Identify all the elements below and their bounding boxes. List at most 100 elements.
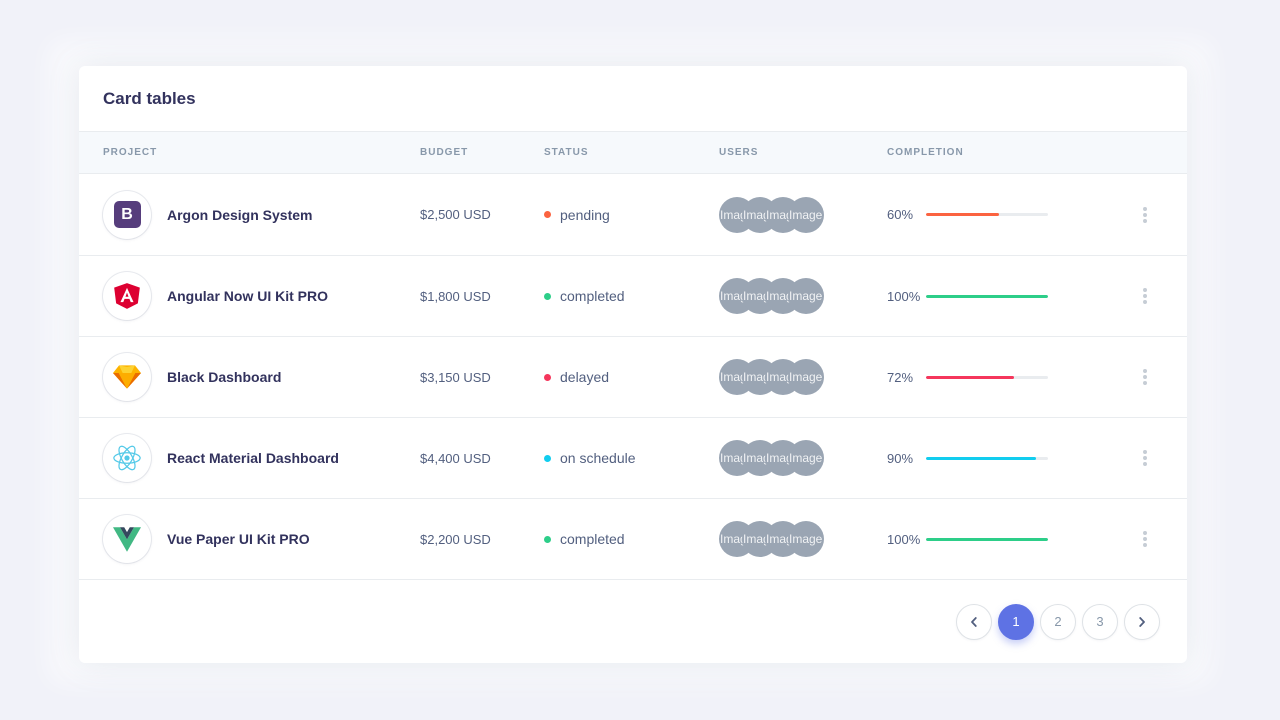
kebab-menu-icon[interactable] [1137,365,1153,389]
kebab-menu-icon[interactable] [1137,446,1153,470]
avatar-group: Image placeholder Image placeholder Imag… [719,521,824,557]
card-footer: 1 2 3 [79,579,1187,663]
column-header-completion: Completion [887,147,964,158]
status-label: pending [560,206,610,223]
kebab-menu-icon[interactable] [1137,284,1153,308]
status-label: delayed [560,369,610,385]
table-header-row: Project Budget Status Users Completion [79,131,1187,174]
progress-bar [926,213,1048,216]
status-dot [544,373,551,381]
user-avatar[interactable]: Image placeholder [788,521,824,557]
bootstrap-icon: B [113,201,141,228]
users-cell: Image placeholder Image placeholder Imag… [719,521,887,557]
completion-cell: 100% [887,532,1135,547]
project-logo-circle[interactable] [103,272,151,320]
status-label: completed [560,288,625,304]
pagination-next-button[interactable] [1124,603,1160,640]
project-logo-circle[interactable] [103,353,151,401]
budget-cell: $3,150 USD [420,369,491,385]
avatar-group: Image placeholder Image placeholder Imag… [719,440,824,476]
project-logo-circle[interactable]: B [103,190,151,239]
completion-cell: 90% [887,451,1135,466]
status-cell: completed [544,531,719,547]
status-cell: on schedule [544,450,719,466]
users-cell: Image placeholder Image placeholder Imag… [719,359,887,395]
card-header: Card tables [79,66,1187,131]
avatar-group: Image placeholder Image placeholder Imag… [719,196,824,233]
status-dot [544,292,551,300]
actions-cell [1135,284,1187,308]
progress-fill [926,213,1000,216]
status-cell: delayed [544,369,719,385]
pagination-page-2[interactable]: 2 [1040,603,1076,640]
progress-bar [926,375,1048,379]
actions-cell [1135,203,1187,227]
status-dot [544,211,551,218]
progress-fill [926,294,1048,298]
users-cell: Image placeholder Image placeholder Imag… [719,196,887,233]
project-name: React Material Dashboard [167,450,339,466]
pagination-page-1[interactable]: 1 [998,603,1034,640]
budget-cell: $2,200 USD [420,531,491,547]
completion-percent: 100% [887,288,921,304]
progress-bar [926,294,1048,298]
project-cell: B Argon Design System [79,190,420,239]
user-avatar[interactable]: Image placeholder [788,359,824,395]
project-cell: React Material Dashboard [79,434,420,482]
sketch-icon [113,365,141,389]
avatar-group: Image placeholder Image placeholder Imag… [719,278,824,314]
completion-cell: 60% [887,207,1135,222]
project-cell: Vue Paper UI Kit PRO [79,515,420,563]
progress-bar [926,456,1048,460]
completion-cell: 100% [887,289,1135,304]
project-name: Angular Now UI Kit PRO [167,288,328,304]
angular-icon [114,283,140,309]
table-row: Vue Paper UI Kit PRO $2,200 USD complete… [79,498,1187,579]
project-logo-circle[interactable] [103,515,151,563]
project-cell: Angular Now UI Kit PRO [79,272,420,320]
status-dot [544,454,551,462]
progress-fill [926,537,1048,541]
budget-cell: $1,800 USD [420,288,491,304]
actions-cell [1135,527,1187,551]
chevron-right-icon [1139,616,1145,627]
table-row: B Argon Design System $2,500 USD pending… [79,174,1187,255]
budget-cell: $2,500 USD [420,207,491,222]
react-icon [113,445,141,471]
progress-fill [926,375,1014,379]
vue-icon [113,526,141,552]
user-avatar[interactable]: Image placeholder [788,196,824,233]
pagination-prev-button[interactable] [956,603,992,640]
chevron-left-icon [971,616,977,627]
status-cell: pending [544,207,719,223]
avatar-group: Image placeholder Image placeholder Imag… [719,359,824,395]
project-name: Argon Design System [167,206,313,223]
user-avatar[interactable]: Image placeholder [788,278,824,314]
status-dot [544,535,551,543]
kebab-menu-icon[interactable] [1137,203,1153,227]
project-name: Black Dashboard [167,369,282,385]
progress-bar [926,537,1048,541]
completion-cell: 72% [887,370,1135,385]
table-row: Black Dashboard $3,150 USD delayed Image… [79,336,1187,417]
completion-percent: 60% [887,207,914,222]
table-row: React Material Dashboard $4,400 USD on s… [79,417,1187,498]
users-cell: Image placeholder Image placeholder Imag… [719,440,887,476]
actions-cell [1135,446,1187,470]
column-header-users: Users [719,147,759,158]
status-label: completed [560,531,625,547]
users-cell: Image placeholder Image placeholder Imag… [719,278,887,314]
actions-cell [1135,365,1187,389]
column-header-status: Status [544,147,589,158]
project-logo-circle[interactable] [103,434,151,482]
status-cell: completed [544,288,719,304]
budget-cell: $4,400 USD [420,450,491,466]
status-label: on schedule [560,450,636,466]
pagination-page-3[interactable]: 3 [1082,603,1118,640]
progress-fill [926,456,1036,460]
card-tables-panel: Card tables Project Budget Status Users … [79,66,1187,663]
column-header-project: Project [103,147,158,158]
kebab-menu-icon[interactable] [1137,527,1153,551]
user-avatar[interactable]: Image placeholder [788,440,824,476]
project-name: Vue Paper UI Kit PRO [167,531,310,547]
